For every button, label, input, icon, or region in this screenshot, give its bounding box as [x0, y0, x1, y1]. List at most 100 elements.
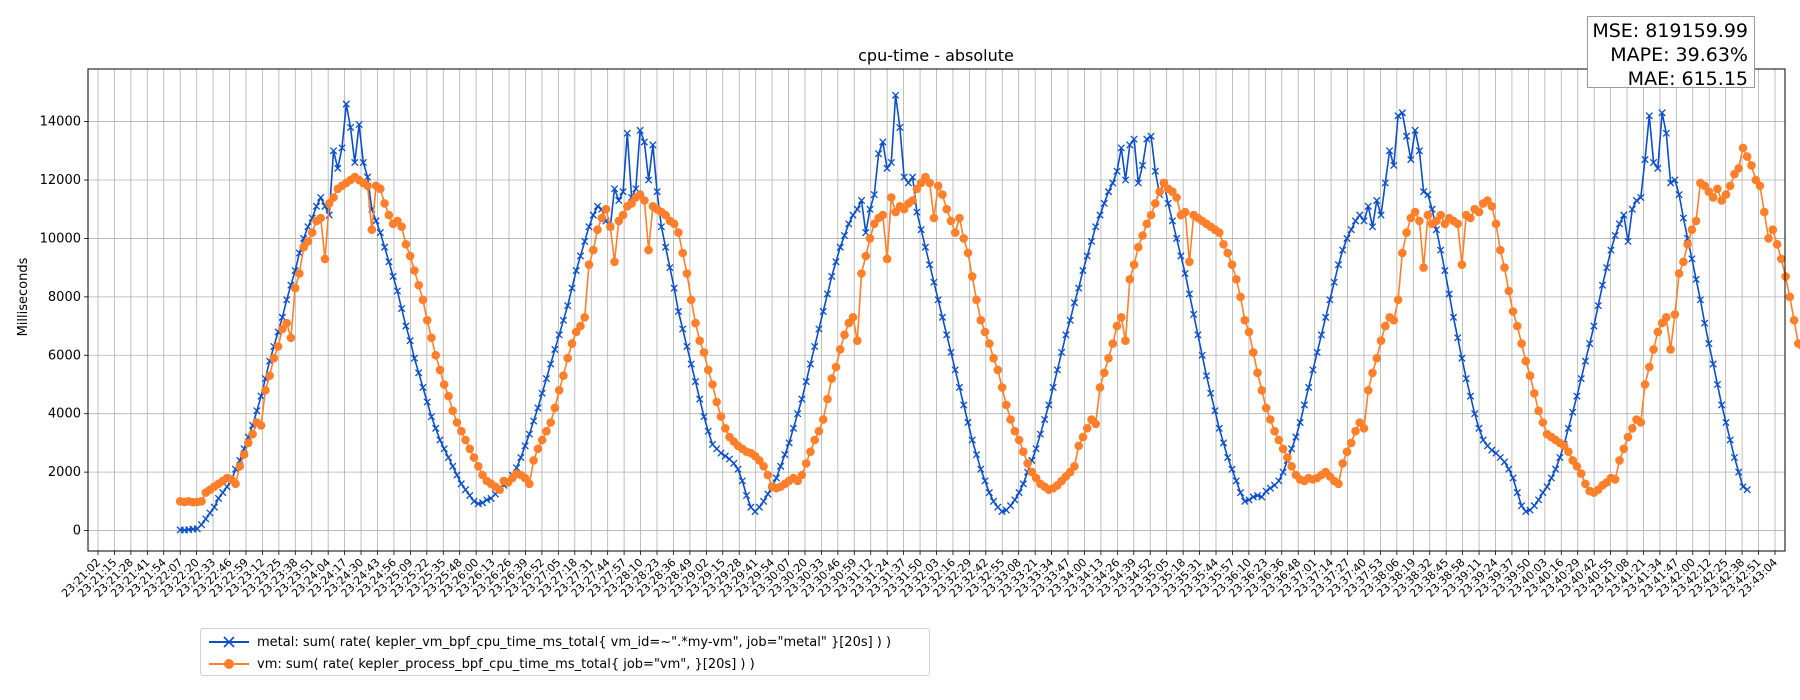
- data-point-metal: [704, 427, 712, 435]
- data-point-vm: [248, 429, 257, 439]
- data-point-metal: [1436, 246, 1445, 254]
- data-point-metal: [436, 436, 444, 444]
- y-tick-label: 2000: [48, 465, 81, 480]
- data-point-vm: [1274, 435, 1284, 445]
- data-point-metal: [1377, 211, 1385, 219]
- data-point-metal: [432, 424, 440, 432]
- data-point-metal: [1232, 477, 1240, 485]
- data-point-metal: [1143, 135, 1151, 143]
- data-point-metal: [1194, 331, 1202, 339]
- legend-label-metal: metal: sum( rate( kepler_vm_bpf_cpu_time…: [257, 634, 892, 650]
- data-point-vm: [674, 228, 683, 237]
- data-point-vm: [1623, 432, 1633, 442]
- data-point-metal: [1241, 497, 1249, 505]
- data-point-vm: [1764, 234, 1773, 243]
- data-point-vm: [1019, 447, 1028, 457]
- data-point-metal: [525, 430, 534, 438]
- data-point-vm: [1691, 216, 1701, 226]
- data-point-metal: [1117, 144, 1125, 152]
- data-point-metal: [717, 449, 725, 457]
- data-point-metal: [806, 360, 815, 368]
- mape-value: MAPE: 39.63%: [1610, 44, 1748, 66]
- data-point-vm: [1721, 190, 1731, 199]
- data-point-metal: [896, 123, 904, 132]
- data-point-metal: [478, 499, 487, 507]
- data-point-metal: [623, 129, 631, 137]
- data-point-vm: [197, 497, 206, 506]
- data-point-metal: [943, 331, 951, 339]
- data-point-metal: [1113, 167, 1121, 175]
- data-point-vm: [606, 222, 615, 231]
- data-point-vm: [1649, 345, 1658, 354]
- data-point-vm: [1351, 426, 1360, 436]
- data-point-vm: [469, 453, 479, 462]
- data-point-metal: [585, 223, 593, 231]
- data-point-metal: [393, 287, 402, 295]
- data-point-metal: [457, 480, 465, 488]
- data-point-vm: [1155, 187, 1164, 196]
- data-point-vm: [525, 479, 534, 489]
- data-point-metal: [1402, 132, 1411, 140]
- data-point-metal: [1462, 374, 1470, 383]
- data-point-vm: [716, 412, 726, 421]
- data-point-metal: [555, 331, 563, 339]
- data-point-metal: [1126, 141, 1134, 149]
- data-point-metal: [1339, 246, 1347, 254]
- data-point-metal: [1726, 436, 1734, 444]
- mse-value: MSE: 819159.99: [1592, 20, 1748, 42]
- data-point-vm: [1508, 307, 1518, 316]
- data-point-metal: [1590, 322, 1598, 330]
- data-point-metal: [904, 179, 913, 187]
- data-point-vm: [1500, 263, 1509, 272]
- data-point-metal: [1509, 474, 1517, 482]
- data-point-metal: [938, 313, 947, 321]
- data-point-vm: [618, 210, 628, 220]
- data-point-vm: [439, 380, 449, 389]
- data-point-metal: [857, 196, 866, 205]
- data-point-vm: [1679, 257, 1688, 267]
- data-point-metal: [930, 278, 938, 286]
- data-point-metal: [1266, 484, 1274, 492]
- data-point-vm: [363, 181, 372, 191]
- data-point-vm: [882, 254, 892, 264]
- data-point-metal: [1632, 196, 1641, 205]
- data-point-vm: [427, 333, 436, 343]
- data-point-vm: [384, 210, 394, 220]
- data-point-vm: [1342, 447, 1352, 457]
- data-point-metal: [1364, 202, 1372, 210]
- data-point-metal: [559, 316, 568, 324]
- data-point-metal: [666, 263, 674, 272]
- data-point-vm: [1717, 196, 1726, 205]
- data-point-metal: [640, 138, 649, 146]
- data-point-metal: [1407, 155, 1415, 164]
- data-point-metal: [1586, 339, 1594, 348]
- data-point-metal: [1419, 188, 1428, 196]
- data-point-metal: [1185, 290, 1194, 298]
- data-point-metal: [1505, 465, 1513, 473]
- data-point-metal: [853, 205, 861, 213]
- data-point-vm: [1640, 380, 1650, 389]
- data-point-vm: [1121, 336, 1130, 346]
- data-point-vm: [273, 342, 283, 351]
- data-point-vm: [1261, 403, 1271, 413]
- data-point-vm: [1777, 254, 1786, 264]
- data-point-vm: [397, 222, 406, 231]
- data-point-metal: [210, 503, 218, 511]
- data-point-metal: [1654, 164, 1662, 172]
- data-point-metal: [1373, 196, 1381, 205]
- data-point-metal: [1688, 255, 1696, 263]
- data-point-vm: [405, 251, 415, 261]
- data-point-metal: [964, 418, 972, 427]
- data-point-vm: [1576, 469, 1586, 478]
- data-point-vm: [1517, 339, 1526, 348]
- data-point-metal: [989, 497, 998, 505]
- data-point-vm: [1504, 286, 1514, 296]
- data-point-vm: [887, 193, 896, 202]
- data-point-vm: [848, 313, 858, 322]
- data-point-metal: [1202, 372, 1211, 380]
- data-point-metal: [879, 138, 887, 146]
- data-point-vm: [261, 386, 270, 395]
- data-point-metal: [696, 395, 704, 403]
- data-point-metal: [866, 205, 874, 213]
- data-point-metal: [1679, 214, 1688, 222]
